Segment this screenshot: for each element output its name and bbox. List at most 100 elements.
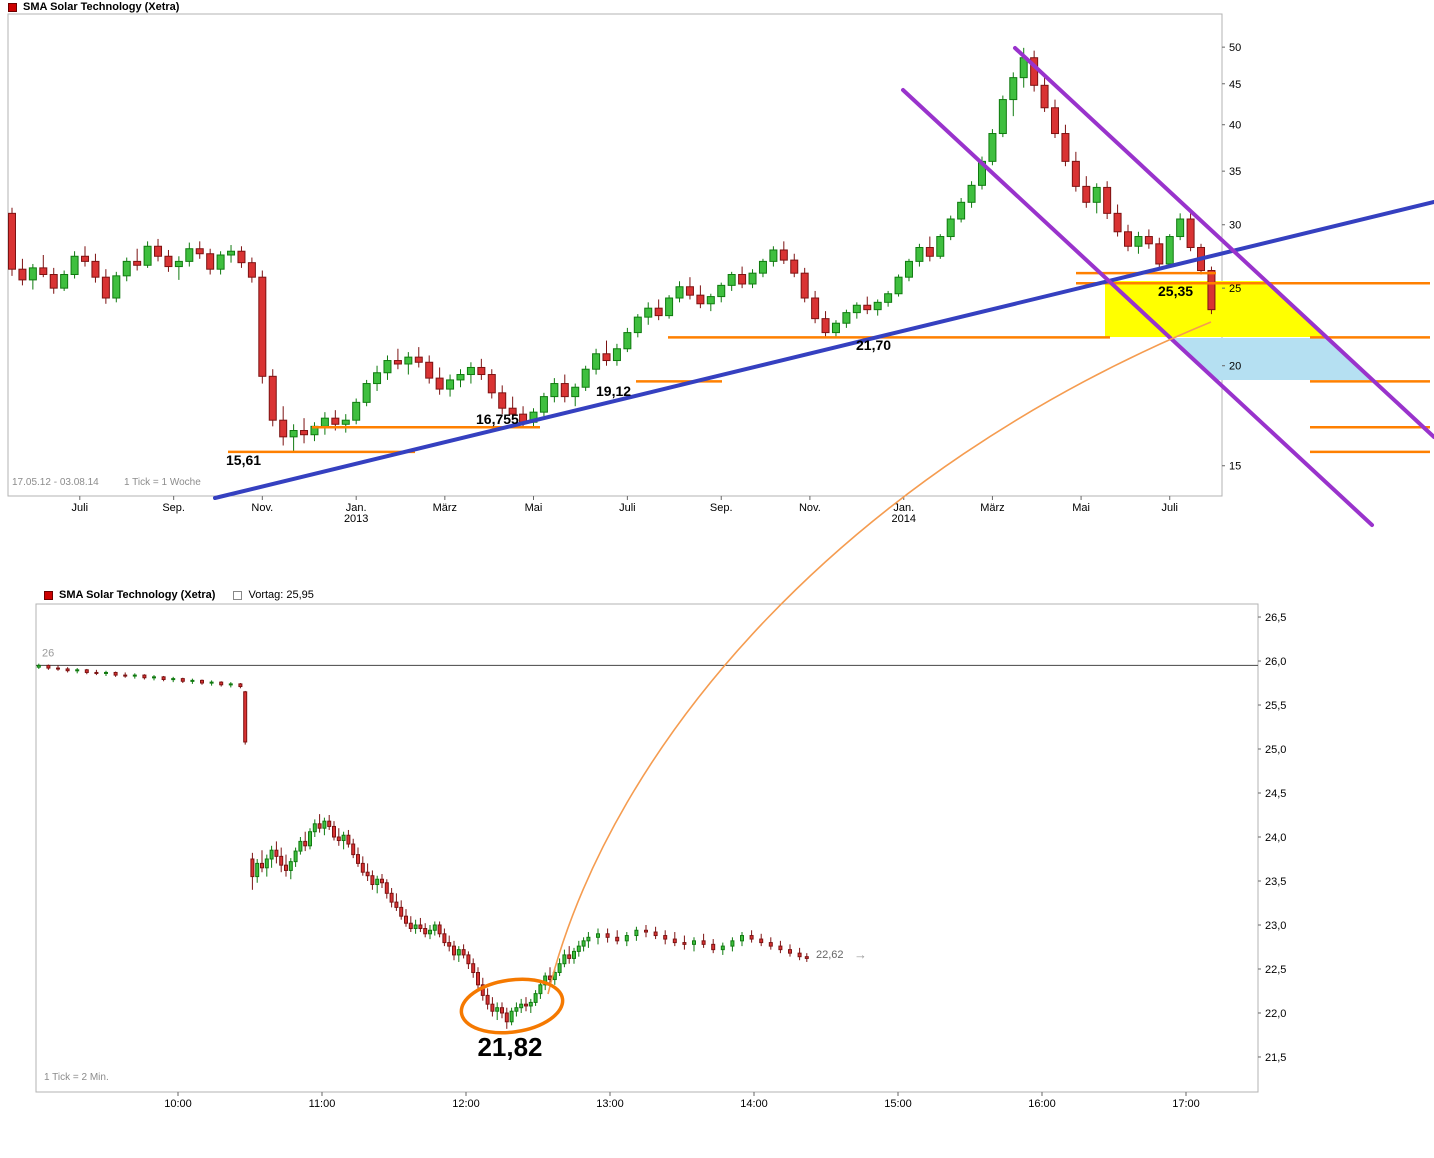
x-axis-label: Sep.	[710, 502, 733, 514]
highlight-ellipse	[459, 977, 565, 1035]
candle	[384, 879, 389, 899]
candle	[104, 670, 108, 676]
candle	[528, 998, 533, 1013]
level-label: 15,61	[226, 452, 261, 468]
candle	[341, 414, 350, 433]
candle	[317, 814, 322, 833]
candle	[696, 285, 705, 309]
intraday-plot-border	[35, 603, 1259, 1093]
candle	[758, 258, 767, 278]
candle	[717, 282, 726, 303]
candle	[84, 668, 89, 675]
candle	[605, 928, 610, 943]
weekly-chart: 15,61 16,755 19,12 21,70 25,35 15 20 25 30 35 40 45…	[7, 13, 1434, 527]
y-axis-label: 40	[1229, 120, 1241, 132]
y-axis-label: 25,5	[1265, 700, 1286, 712]
candle	[572, 947, 576, 964]
x-axis-label: Mai	[525, 502, 543, 514]
candle	[49, 267, 58, 294]
candle	[562, 949, 567, 968]
candle	[393, 348, 402, 370]
candle	[759, 933, 764, 947]
y-axis-label: 21,5	[1265, 1052, 1286, 1064]
candle	[550, 378, 559, 403]
y-axis-label: 50	[1229, 42, 1241, 54]
candle	[437, 921, 442, 938]
candle	[490, 997, 495, 1017]
candle	[227, 245, 236, 263]
candle	[957, 197, 966, 223]
candle	[720, 942, 725, 955]
candle	[446, 374, 455, 397]
candle	[180, 677, 185, 684]
intraday-candles	[36, 663, 809, 1029]
candle	[768, 937, 773, 950]
candle	[284, 854, 288, 877]
candle	[466, 951, 471, 969]
candle	[383, 355, 392, 380]
candle	[560, 374, 569, 403]
candle	[298, 837, 303, 855]
support-resistance-lines	[228, 271, 1430, 454]
candle	[804, 953, 809, 962]
candle	[195, 241, 204, 259]
candle	[394, 893, 399, 911]
candle	[567, 946, 572, 964]
x-axis-label: 11:00	[309, 1098, 336, 1110]
day-low-label: 21,82	[477, 1032, 542, 1062]
x-axis-label: 16:00	[1028, 1098, 1056, 1110]
candle	[418, 917, 423, 933]
candle	[1124, 224, 1133, 252]
candle	[466, 362, 475, 384]
candle	[634, 926, 639, 941]
candle	[539, 392, 548, 417]
series-marker-icon	[8, 2, 17, 12]
candle	[123, 672, 128, 678]
candle	[672, 932, 677, 947]
candle	[452, 940, 456, 961]
candle	[461, 944, 466, 959]
x-axis-label: Juli	[619, 502, 636, 514]
x-axis-label: März	[980, 502, 1004, 514]
candle	[915, 243, 924, 267]
x-axis-label: Jan.	[346, 502, 367, 514]
candle	[70, 251, 79, 279]
candle	[442, 928, 447, 947]
intraday-legend: SMA Solar Technology (Xetra) Vortag: 25,…	[44, 589, 314, 601]
annotations: 21,82	[459, 321, 1212, 1062]
candle	[435, 367, 444, 395]
candle	[682, 935, 687, 950]
candle	[65, 667, 70, 673]
candle	[288, 858, 293, 880]
candle	[8, 207, 16, 276]
candle	[711, 939, 716, 954]
candle	[800, 267, 809, 303]
candle	[274, 841, 279, 864]
x-axis-label: Juli	[72, 502, 89, 514]
candle	[476, 967, 480, 991]
candle	[362, 379, 371, 407]
candle	[243, 690, 248, 745]
y-axis-label: 24,0	[1265, 832, 1286, 844]
candle	[524, 997, 528, 1012]
candle	[740, 932, 744, 947]
candle	[289, 424, 298, 452]
candle	[529, 408, 538, 427]
candle	[1092, 183, 1101, 214]
candle	[320, 412, 329, 435]
candle	[132, 673, 137, 679]
candle	[778, 940, 783, 954]
y-axis-label: 25	[1229, 283, 1241, 295]
y-axis-label: 26,5	[1265, 612, 1286, 624]
candle	[380, 873, 384, 889]
y-axis-label: 20	[1229, 361, 1241, 373]
candle	[1040, 76, 1049, 112]
candle	[352, 398, 361, 425]
candle	[998, 95, 1007, 138]
candle	[365, 863, 370, 881]
tick-size-label: 1 Tick = 1 Woche	[124, 477, 201, 488]
candle	[1165, 234, 1174, 268]
weekly-legend: SMA Solar Technology (Xetra)	[8, 1, 179, 13]
candle	[94, 669, 99, 676]
candle	[602, 340, 611, 366]
